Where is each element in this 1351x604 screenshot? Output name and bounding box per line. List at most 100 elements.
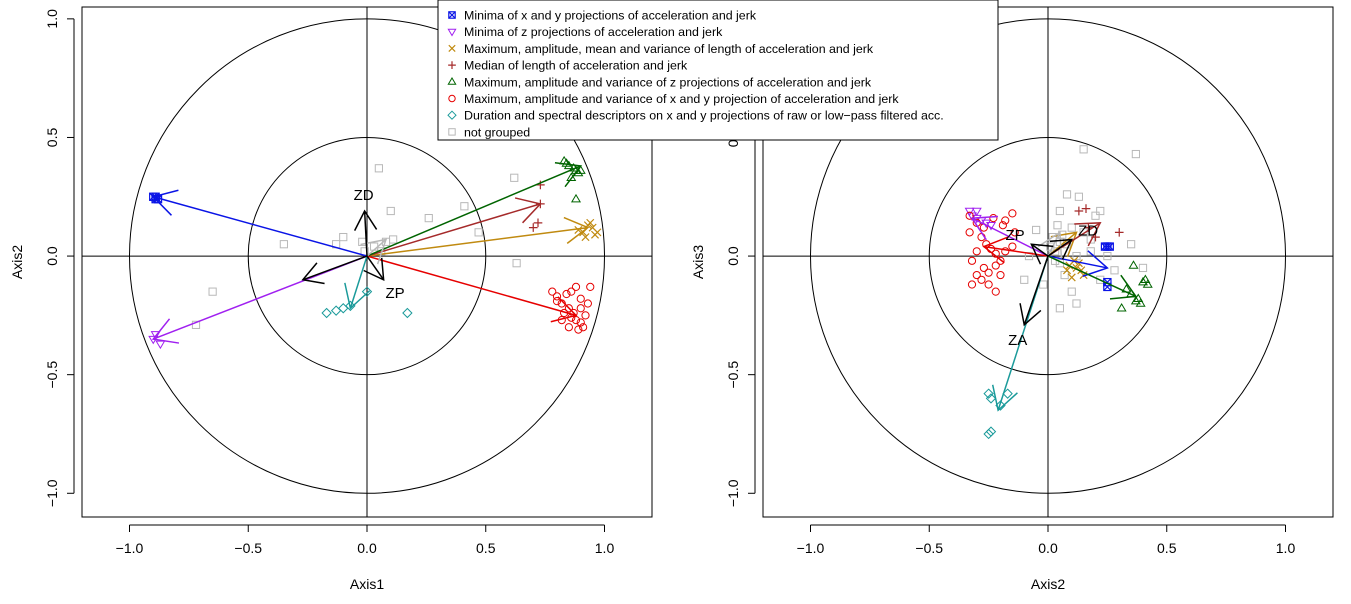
square-marker: [1067, 287, 1076, 296]
point-g8: [374, 164, 383, 173]
triangle-up-marker: [447, 76, 457, 85]
square-marker: [460, 202, 469, 211]
diamond-marker: [985, 426, 997, 437]
x-tick-label: −0.5: [234, 540, 262, 556]
point-g6: [965, 228, 974, 237]
x-tick-label: 0.0: [357, 540, 377, 556]
arrow-shaft: [983, 245, 1049, 257]
circle-marker: [1001, 247, 1010, 256]
square-marker: [1074, 192, 1083, 201]
point-g3: [1074, 259, 1083, 268]
point-g8: [1024, 251, 1034, 261]
x-tick-label: 1.0: [595, 540, 615, 556]
point-g8: [1055, 206, 1064, 216]
point-g8: [1020, 275, 1029, 284]
arrow-head: [1030, 243, 1054, 265]
arrow-shaft: [366, 226, 588, 257]
y-tick-label: 1.0: [44, 9, 60, 29]
arrow-shaft: [366, 203, 541, 257]
point-g5: [1142, 279, 1153, 288]
point-g7: [983, 388, 994, 399]
legend-symbol-g6: [448, 94, 456, 103]
supplementary-label: ZP: [386, 285, 405, 302]
arrow-g1: [151, 189, 368, 257]
arrow-shaft: [1047, 255, 1137, 298]
arrow-shaft: [1047, 232, 1061, 257]
square-marker: [448, 128, 456, 136]
x-marker: [1067, 273, 1076, 282]
y-tick-label: −0.5: [44, 361, 60, 389]
triangle-up-marker: [1130, 295, 1141, 305]
x-marker: [448, 44, 456, 53]
cross-marker: [448, 11, 456, 19]
circle-marker: [552, 292, 562, 301]
triangle-down-marker: [971, 207, 982, 217]
supplementary-arrow: [1019, 255, 1049, 327]
square-marker: [1096, 206, 1105, 216]
point-g6: [586, 282, 595, 292]
plus-marker: [533, 218, 543, 228]
supplementary-arrow: [363, 255, 385, 282]
legend-symbol-g1: [448, 11, 456, 19]
point-g7: [983, 428, 994, 440]
arrow-shaft: [971, 217, 1049, 257]
point-g4: [1114, 228, 1124, 237]
square-marker: [1024, 251, 1034, 261]
legend-entry: not grouped: [448, 125, 530, 139]
triangle-down-marker: [447, 28, 457, 37]
square-marker: [1072, 251, 1081, 261]
point-g2: [964, 207, 975, 217]
circle-marker: [564, 323, 573, 332]
point-g8: [1079, 228, 1088, 237]
legend-entry: Median of length of acceleration and jer…: [448, 59, 688, 73]
arrow-shaft: [1023, 255, 1049, 326]
point-g8: [1127, 240, 1136, 249]
point-g8: [1051, 247, 1060, 256]
circle-marker: [984, 280, 993, 289]
diamond-marker: [345, 300, 356, 312]
square-marker: [1055, 206, 1064, 216]
point-g5: [1135, 298, 1146, 307]
point-g2: [971, 207, 982, 217]
square-marker: [1051, 247, 1060, 256]
square-marker: [1091, 211, 1100, 220]
circle-marker: [989, 214, 998, 223]
point-g6: [581, 311, 590, 320]
supplementary-label: ZA: [1008, 332, 1027, 349]
square-marker: [512, 259, 521, 268]
square-marker: [1067, 223, 1076, 232]
supplementary-arrow: [301, 255, 368, 285]
legend-symbol-g5: [447, 76, 457, 85]
triangle-up-marker: [1135, 298, 1146, 307]
circle-marker: [977, 275, 986, 284]
point-g8: [279, 240, 288, 249]
arrow-head: [360, 238, 388, 265]
diamond-marker: [985, 393, 997, 404]
circle-marker: [996, 256, 1005, 265]
point-g4: [533, 218, 543, 228]
point-g6: [991, 261, 1000, 270]
y-axis-label: Axis3: [690, 245, 706, 279]
point-g3: [593, 228, 602, 237]
legend-label: not grouped: [464, 125, 530, 139]
supplementary-arrow: [1030, 243, 1054, 265]
circle-marker: [576, 294, 585, 303]
plus-marker: [1074, 206, 1084, 216]
point-g6: [1010, 228, 1019, 237]
point-g5: [1130, 295, 1141, 305]
legend-symbol-g3: [448, 44, 456, 53]
arrow-head: [151, 189, 179, 216]
point-g6: [552, 297, 562, 306]
arrow-shaft: [302, 255, 368, 281]
point-g6: [579, 323, 588, 332]
point-g8: [1103, 251, 1112, 261]
square-marker: [208, 287, 217, 296]
circle-marker: [576, 304, 585, 313]
arrow-g2: [970, 215, 1049, 257]
circle-marker: [586, 282, 595, 292]
point-g8: [1060, 270, 1069, 280]
square-marker: [374, 164, 383, 173]
x-tick-label: −0.5: [915, 540, 943, 556]
legend-label: Maximum, amplitude and variance of x and…: [464, 92, 899, 106]
